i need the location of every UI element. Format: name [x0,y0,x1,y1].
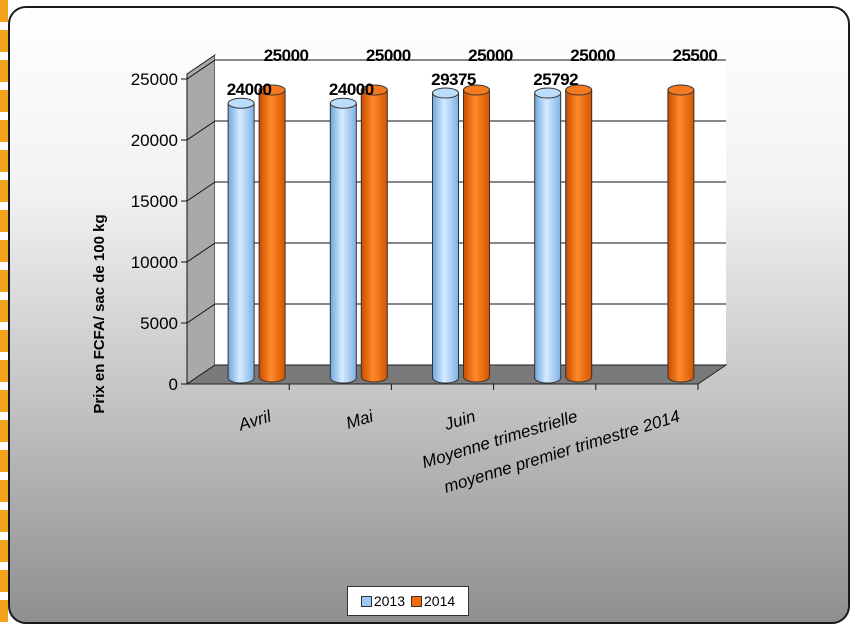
y-axis-ticks: 0 5000 10000 15000 20000 25000 [131,70,188,394]
y-tick-label-15000: 15000 [131,192,178,211]
bar-2013-2-cap [432,87,459,99]
bar-2014-3-body [565,90,592,377]
bar-2013-1-body [330,103,357,378]
y-tick-label-20000: 20000 [131,131,178,150]
bar-2014-2-body [463,90,490,377]
bar-2014-4-body [667,90,694,377]
data-label-2013-2: 29375 [431,70,476,89]
gridline-side-20000 [186,120,216,141]
gridline-side-5000 [186,303,216,324]
bar-2013-1-cap [329,97,357,109]
bar-2013-3-cap [534,87,562,99]
side-wall [186,54,216,385]
legend-item-2014: 2014 [411,593,455,609]
data-label-2013-1: 24000 [329,80,374,99]
bar-2014-0-body [259,90,286,377]
bar-2013-3-body [534,93,561,378]
bar-2013-0-cap [227,97,255,109]
y-tick-label-5000: 5000 [140,314,178,333]
bar-2013-1 [329,97,357,384]
data-label-2014-0: 25000 [264,46,309,65]
bar-2013-0 [227,97,255,384]
y-tick-label-25000: 25000 [131,70,178,89]
data-label-2013-3: 25792 [533,70,578,89]
legend: 2013 2014 [347,586,469,616]
bar-2014-0 [258,84,286,383]
bar-2014-1-cap [360,84,388,96]
bars [227,84,695,384]
y-tick-label-0: 0 [169,375,178,394]
y-axis-label: Prix en FCFA/ sac de 100 kg [91,214,108,413]
bar-2014-3-cap [565,84,593,96]
gridline-side-25000 [186,59,216,80]
bar-2014-4 [667,84,695,383]
data-label-2013-0: 24000 [227,80,272,99]
legend-swatch-2013 [360,595,372,607]
x-category-label-2: Juin [441,407,477,435]
bar-2014-1-body [361,90,388,377]
legend-label-2013: 2013 [373,593,405,609]
gridline-side-15000 [186,181,216,202]
bar-2013-0-body [228,103,255,378]
bar-2014-2-cap [463,84,490,96]
data-labels: 24000 25000 24000 25000 29375 25000 25792 25000… [227,46,718,99]
x-category-label-1: Mai [344,406,377,433]
legend-item-2013: 2013 [360,593,405,609]
bar-2013-2 [432,87,459,384]
bar-2014-3 [565,84,593,383]
data-label-2014-4: 25500 [673,46,718,65]
bar-2014-0-cap [258,84,286,96]
data-label-2014-1: 25000 [366,46,411,65]
bar-2013-2-body [432,93,459,378]
data-label-2014-2: 25000 [468,46,513,65]
bar-2013-3 [534,87,562,384]
bar-2014-4-cap [667,84,695,96]
gridline-side-10000 [186,242,216,263]
bar-2014-2 [463,84,490,383]
decorative-border [0,0,8,630]
x-category-label-0: Avril [235,406,274,434]
y-tick-label-10000: 10000 [131,253,178,272]
legend-swatch-2014 [411,595,422,607]
bar-2014-1 [360,84,388,383]
legend-label-2014: 2014 [424,593,456,609]
chart-frame: 0 5000 10000 15000 20000 25000 24000 25000 2400… [8,6,850,624]
data-label-2014-3: 25000 [570,46,615,65]
